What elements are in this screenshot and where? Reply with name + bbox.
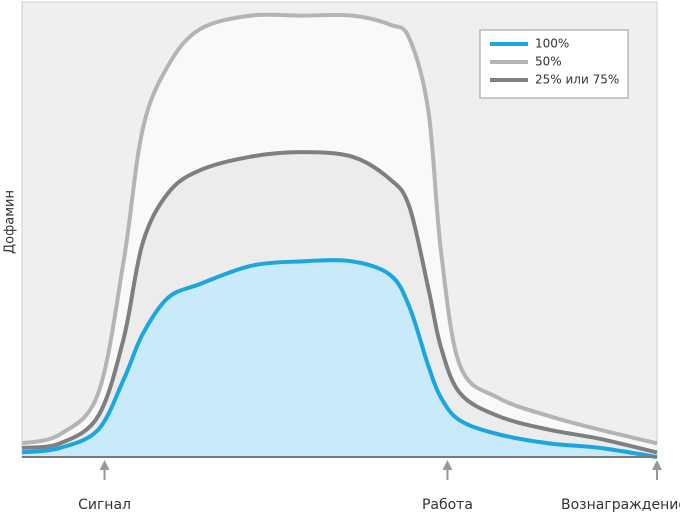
annotation-arrow-head [99, 460, 110, 470]
annotation-label: Вознаграждение [561, 497, 680, 513]
line [21, 12, 658, 446]
line [21, 150, 658, 455]
annotation-label: Сигнал [78, 497, 131, 513]
legend-label: 100% [535, 37, 569, 51]
annotation-arrow-head [652, 460, 662, 470]
line [21, 258, 658, 459]
legend-label: 50% [535, 55, 562, 69]
annotation-label: Работа [422, 497, 473, 513]
annotation-arrow-head [442, 460, 453, 470]
area [22, 260, 657, 457]
y-axis-label: Дофамин [3, 190, 18, 254]
legend-label: 25% или 75% [535, 73, 619, 87]
